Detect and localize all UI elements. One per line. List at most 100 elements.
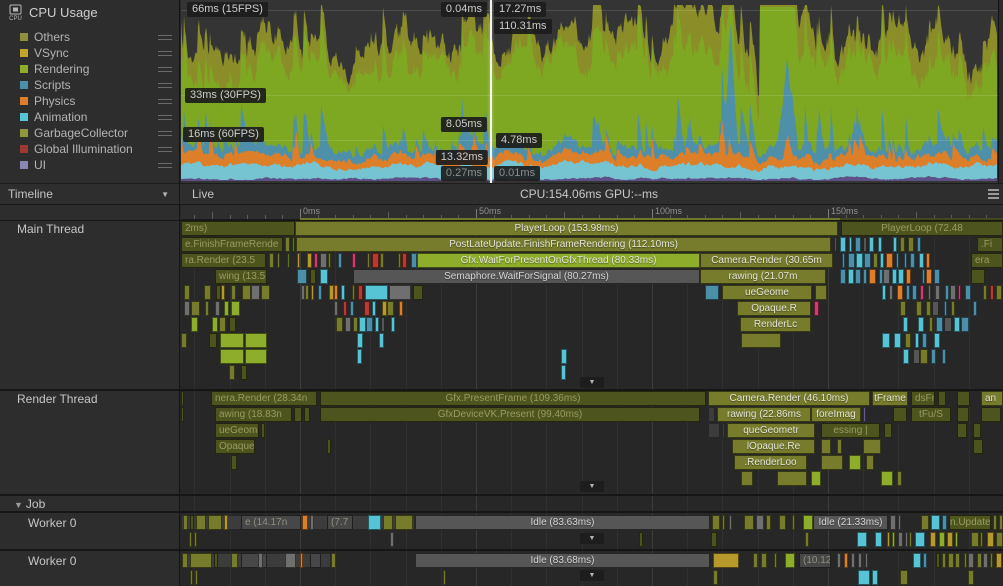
legend-item-rendering[interactable]: Rendering [0, 61, 180, 77]
timeline-bar-fragment[interactable] [242, 285, 251, 300]
timeline-bar-fragment[interactable] [882, 285, 886, 300]
timeline-bar-fragment[interactable] [904, 253, 907, 268]
timeline-bar-fragment[interactable] [195, 570, 198, 585]
timeline-bar[interactable]: ra.Render (23.5 [181, 253, 266, 268]
timeline-bar-fragment[interactable] [863, 269, 867, 284]
timeline-bar-fragment[interactable] [815, 285, 827, 300]
legend-drag-handle-icon[interactable] [158, 67, 172, 72]
timeline-bar-fragment[interactable] [928, 285, 931, 300]
timeline-bar-fragment[interactable] [955, 532, 958, 547]
timeline-bar-fragment[interactable] [300, 553, 303, 568]
timeline-bar-fragment[interactable] [900, 570, 908, 585]
timeline-bar[interactable]: essing | [821, 423, 880, 438]
timeline-bar-fragment[interactable] [882, 333, 890, 348]
timeline-bar-fragment[interactable] [353, 317, 358, 332]
timeline-bar-fragment[interactable] [182, 553, 188, 568]
timeline-bar[interactable]: Camera.Render (30.65m [700, 253, 833, 268]
timeline-bar-fragment[interactable] [713, 570, 718, 585]
timeline-bar-fragment[interactable] [919, 253, 924, 268]
timeline-bar-fragment[interactable] [898, 515, 901, 530]
timeline-bar-fragment[interactable] [931, 349, 936, 364]
timeline-bar-fragment[interactable] [814, 301, 819, 316]
timeline-bar-fragment[interactable] [191, 317, 198, 332]
timeline-bar-fragment[interactable] [387, 301, 394, 316]
timeline-bar-fragment[interactable] [922, 333, 927, 348]
timeline-bar-fragment[interactable] [357, 349, 362, 364]
live-button[interactable]: Live [192, 187, 215, 201]
expand-rows-button[interactable]: ▼ [580, 377, 604, 388]
timeline-bar-fragment[interactable] [917, 237, 921, 252]
timeline-bar-fragment[interactable] [857, 532, 867, 547]
timeline-bar-fragment[interactable] [301, 285, 305, 300]
timeline-bar-fragment[interactable] [399, 301, 403, 316]
timeline-bar-fragment[interactable] [305, 285, 309, 300]
timeline-bar-fragment[interactable] [936, 317, 943, 332]
timeline-bar-fragment[interactable] [981, 407, 1001, 422]
timeline-bar-fragment[interactable] [184, 285, 190, 300]
timeline-bar-fragment[interactable] [792, 515, 795, 530]
timeline-bar[interactable]: ueGeome [215, 423, 259, 438]
timeline-bar-fragment[interactable] [957, 391, 970, 406]
timeline-bar[interactable]: Gfx.PresentFrame (109.36ms) [320, 391, 706, 406]
timeline-bar-fragment[interactable] [848, 269, 854, 284]
timeline-bar-fragment[interactable] [883, 269, 890, 284]
timeline-bar-fragment[interactable] [722, 423, 725, 438]
expand-rows-button[interactable]: ▼ [580, 533, 604, 544]
timeline-bar-fragment[interactable] [190, 570, 193, 585]
timeline-bar-fragment[interactable] [785, 553, 795, 568]
timeline-bar-fragment[interactable] [864, 253, 871, 268]
legend-drag-handle-icon[interactable] [158, 83, 172, 88]
timeline-bar-fragment[interactable] [968, 570, 974, 585]
expand-rows-button[interactable]: ▼ [580, 570, 604, 581]
timeline-bar-fragment[interactable] [181, 333, 187, 348]
timeline-bar-fragment[interactable] [383, 515, 393, 530]
timeline-bar-fragment[interactable] [983, 285, 987, 300]
timeline-bar-fragment[interactable] [358, 285, 363, 300]
timeline-bar-fragment[interactable] [926, 269, 932, 284]
timeline-bar-fragment[interactable] [886, 253, 893, 268]
timeline-bar-fragment[interactable] [965, 285, 971, 300]
timeline-bar-fragment[interactable] [910, 253, 915, 268]
timeline-bar-fragment[interactable] [209, 333, 217, 348]
timeline-bar-fragment[interactable] [215, 301, 220, 316]
timeline-bar-fragment[interactable] [367, 253, 370, 268]
timeline-bar-fragment[interactable] [753, 553, 758, 568]
timeline-bar-fragment[interactable] [224, 515, 228, 530]
timeline-bar-fragment[interactable] [705, 285, 719, 300]
timeline-bar-fragment[interactable] [744, 515, 754, 530]
timeline-bar-fragment[interactable] [961, 317, 969, 332]
legend-item-global-illumination[interactable]: Global Illumination [0, 141, 180, 157]
timeline-bar-fragment[interactable] [708, 423, 720, 438]
timeline-bar-fragment[interactable] [921, 515, 929, 530]
timeline-bar-fragment[interactable] [851, 553, 855, 568]
timeline-bar[interactable]: PostLateUpdate.FinishFrameRendering (112… [296, 237, 831, 252]
timeline-bar-fragment[interactable] [892, 269, 897, 284]
timeline-bar-fragment[interactable] [413, 285, 423, 300]
timeline-bar-fragment[interactable] [327, 439, 331, 454]
timeline-bar-fragment[interactable] [993, 515, 997, 530]
timeline-bar-fragment[interactable] [909, 532, 912, 547]
timeline-bar-fragment[interactable] [996, 532, 1003, 547]
timeline-bar-fragment[interactable] [840, 237, 846, 252]
timeline-bar-fragment[interactable] [837, 553, 841, 568]
timeline-bar-fragment[interactable] [849, 237, 852, 252]
timeline-bar-fragment[interactable] [971, 269, 985, 284]
timeline-bar[interactable]: nera.Render (28.34n [211, 391, 317, 406]
timeline-bar-fragment[interactable] [561, 349, 567, 364]
timeline-bar-fragment[interactable] [395, 515, 413, 530]
timeline-bar[interactable]: PlayerLoop (72.48 [841, 221, 1003, 236]
timeline-bar-fragment[interactable] [897, 285, 903, 300]
timeline-bar[interactable]: ueGeome [722, 285, 812, 300]
timeline-bar-fragment[interactable] [304, 407, 310, 422]
thread-label-main-thread[interactable]: Main Thread [17, 222, 85, 236]
timeline-bar-fragment[interactable] [863, 237, 867, 252]
timeline-bar-fragment[interactable] [900, 301, 906, 316]
timeline-bar[interactable]: Camera.Render (46.10ms) [708, 391, 870, 406]
timeline-bar-fragment[interactable] [920, 349, 928, 364]
timeline-bar-fragment[interactable] [181, 407, 184, 422]
timeline-bar[interactable]: e.FinishFrameRende [181, 237, 283, 252]
timeline-bar-fragment[interactable] [372, 253, 379, 268]
legend-item-scripts[interactable]: Scripts [0, 77, 180, 93]
timeline-bar-fragment[interactable] [381, 317, 385, 332]
timeline-bar-fragment[interactable] [261, 423, 265, 438]
